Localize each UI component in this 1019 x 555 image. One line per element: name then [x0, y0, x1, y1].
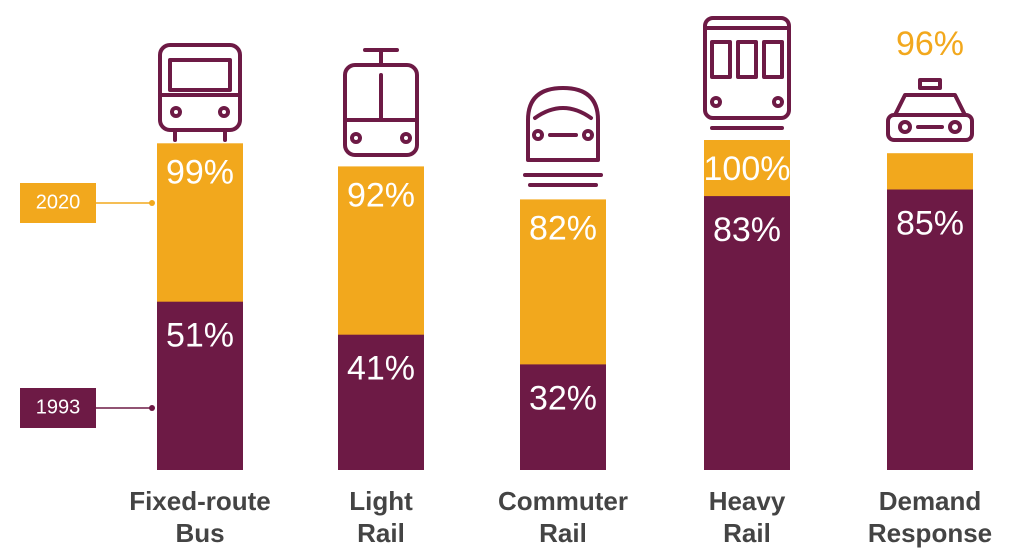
value-label: 41%: [347, 350, 415, 388]
x-tick-label: Commuter: [498, 486, 628, 516]
value-label: 92%: [347, 176, 415, 214]
bar: [704, 196, 790, 470]
bar: [520, 364, 606, 470]
heavy-rail-icon: [703, 16, 791, 130]
legend-dot: [149, 200, 155, 206]
x-tick-label: Fixed-route: [129, 486, 271, 516]
value-label: 99%: [166, 153, 234, 191]
bar: [157, 301, 243, 470]
x-tick-label: Heavy: [709, 486, 786, 516]
bar: [887, 189, 973, 470]
value-label: 100%: [704, 150, 791, 188]
commuter-rail-icon: [523, 86, 603, 187]
value-label: 83%: [713, 211, 781, 249]
bar: [338, 334, 424, 470]
value-label: 32%: [529, 379, 597, 417]
legend-swatch: [20, 388, 96, 428]
x-tick-label: Rail: [539, 518, 587, 548]
value-label: 51%: [166, 317, 234, 355]
x-tick-label: Rail: [723, 518, 771, 548]
bus-icon: [158, 43, 242, 142]
x-tick-label: Light: [349, 486, 413, 516]
legend-dot: [149, 405, 155, 411]
legend-label: 2020: [36, 191, 81, 213]
light-rail-icon: [343, 48, 419, 172]
x-tick-label: Response: [868, 518, 992, 548]
value-label: 82%: [529, 209, 597, 247]
x-tick-label: Rail: [357, 518, 405, 548]
x-tick-label: Bus: [175, 518, 224, 548]
taxi-icon: [886, 78, 974, 142]
legend-swatch: [20, 183, 96, 223]
value-label: 85%: [896, 205, 964, 243]
legend-label: 1993: [36, 396, 81, 418]
value-label: 96%: [896, 25, 964, 63]
icons: [158, 16, 974, 187]
x-tick-label: Demand: [879, 486, 982, 516]
